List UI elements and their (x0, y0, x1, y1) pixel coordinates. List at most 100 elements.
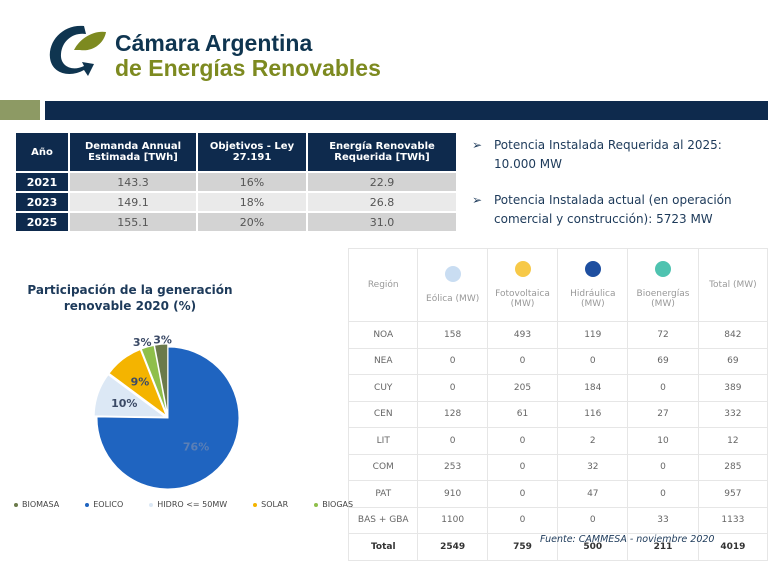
table-cell: 957 (697, 480, 768, 508)
table-cell: 0 (486, 453, 559, 481)
table-cell: 0 (486, 506, 559, 534)
header-cell: Objetivos - Ley 27.191 (198, 133, 306, 171)
table-cell: 69 (697, 347, 768, 375)
table-cell: 119 (557, 321, 629, 349)
table-cell: 116 (557, 400, 629, 428)
table-cell: 759 (486, 533, 559, 561)
table-cell: 69 (627, 347, 699, 375)
table-cell: 155.1 (70, 213, 196, 231)
table-cell: 1133 (697, 506, 768, 534)
header-cell: Año (16, 133, 68, 171)
header-label: Fotovoltaica (MW) (495, 289, 550, 309)
table-cell: 0 (486, 347, 559, 375)
legend-item: HIDRO <= 50MW (149, 500, 227, 509)
table-cell: 0 (417, 347, 488, 375)
legend-marker-icon (314, 502, 319, 507)
header-label: Región (367, 280, 399, 290)
table-cell: 26.8 (308, 193, 456, 211)
table-cell: 2021 (16, 173, 68, 191)
header-cell: Hidráulica (MW) (557, 248, 629, 322)
table-cell: 842 (697, 321, 768, 349)
capacity-table: Región Eólica (MW) Fotovoltaica (MW) Hidráu… (347, 248, 768, 561)
legend-label: EOLICO (93, 500, 124, 509)
table-cell: 1100 (417, 506, 488, 534)
table-cell: LIT (347, 427, 419, 455)
table-cell: 20% (198, 213, 306, 231)
table-cell: 0 (627, 480, 699, 508)
table-cell: Total (347, 533, 419, 561)
table-cell: 0 (627, 453, 699, 481)
table-cell: 211 (627, 533, 699, 561)
table-cell: 493 (486, 321, 559, 349)
pie-slice-eolico (96, 346, 240, 490)
wind-icon (444, 266, 461, 282)
header-cell: Eólica (MW) (417, 248, 488, 322)
table-row: COM 253 0 32 0 285 (347, 453, 768, 481)
table-cell: 184 (557, 374, 629, 402)
legend-item: SOLAR (253, 500, 288, 509)
table-cell: 12 (697, 427, 768, 455)
table-cell: 32 (557, 453, 629, 481)
table-cell: 22.9 (308, 173, 456, 191)
table-cell: 2549 (417, 533, 488, 561)
table-header-row: Región Eólica (MW) Fotovoltaica (MW) Hidráu… (347, 248, 768, 322)
table-cell: 18% (198, 193, 306, 211)
arrow-bullet-icon: ➢ (472, 138, 483, 152)
table-cell: 72 (627, 321, 699, 349)
table-cell: 61 (486, 400, 559, 428)
table-row: 2021 143.3 16% 22.9 (16, 173, 456, 191)
pie-label: 10% (111, 397, 137, 410)
header-cell: Región (347, 248, 419, 322)
source-note: Fuente: CAMMESA - noviembre 2020 (540, 534, 715, 545)
legend-label: BIOMASA (22, 500, 60, 509)
table-cell: 27 (627, 400, 699, 428)
table-cell: 332 (697, 400, 768, 428)
table-cell: 0 (486, 480, 559, 508)
table-cell: 253 (417, 453, 488, 481)
header-cell: Demanda Annual Estimada [TWh] (70, 133, 196, 171)
header-label: Bioenergías (MW) (636, 289, 690, 309)
table-row: 2023 149.1 18% 26.8 (16, 193, 456, 211)
table-cell: CEN (347, 400, 419, 428)
table-cell: 143.3 (70, 173, 196, 191)
sun-icon (514, 261, 531, 277)
bullet-current-capacity: ➢ Potencia Instalada actual (en operación… (472, 193, 732, 226)
logo-icon (49, 25, 106, 76)
table-cell: 47 (557, 480, 629, 508)
table-cell: 0 (417, 374, 488, 402)
table-cell: 149.1 (70, 193, 196, 211)
table-row: BAS + GBA 1100 0 0 33 1133 (347, 506, 768, 534)
legend-marker-icon (85, 502, 90, 507)
table-cell: 910 (417, 480, 488, 508)
chart-legend: BIOMASA EOLICO HIDRO <= 50MW SOLAR BIOGAS (14, 500, 353, 509)
header-cell: Fotovoltaica (MW) (486, 248, 559, 322)
table-row: CUY 0 205 184 0 389 (347, 374, 768, 402)
table-cell: 128 (417, 400, 488, 428)
table-cell: CUY (347, 374, 419, 402)
legend-item: BIOMASA (14, 500, 59, 509)
table-cell: 500 (557, 533, 629, 561)
table-cell: 10 (627, 427, 699, 455)
chart-title: Participación de la generación renovable… (27, 283, 233, 313)
legend-marker-icon (149, 502, 154, 507)
table-cell: 2025 (16, 213, 68, 231)
table-cell: 0 (417, 427, 488, 455)
leaf-icon (655, 261, 672, 277)
demand-table: Año Demanda Annual Estimada [TWh] Objeti… (14, 131, 458, 233)
table-row: LIT 0 0 2 10 12 (347, 427, 768, 455)
table-cell: 16% (198, 173, 306, 191)
legend-marker-icon (14, 502, 18, 507)
legend-item: BIOGAS (314, 500, 353, 509)
table-cell: NOA (347, 321, 419, 349)
table-cell: 285 (697, 453, 768, 481)
table-cell: 158 (417, 321, 488, 349)
pie-label: 3% (153, 333, 172, 346)
accent-bar (0, 100, 40, 120)
pie-slice-biogas (140, 344, 168, 416)
table-row: CEN 128 61 116 27 332 (347, 400, 768, 428)
table-cell: 0 (557, 347, 629, 375)
table-header-row: Año Demanda Annual Estimada [TWh] Objeti… (16, 133, 456, 171)
table-cell: NEA (347, 347, 419, 375)
pie-slice-biomasa (153, 343, 169, 416)
table-cell: BAS + GBA (347, 506, 419, 534)
